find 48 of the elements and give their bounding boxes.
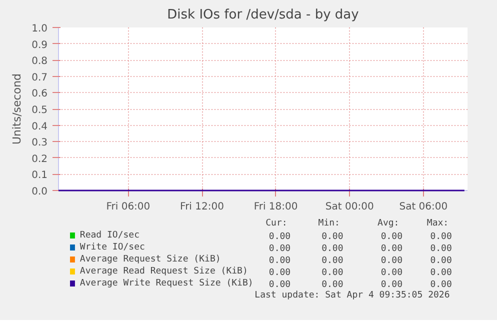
y-tick-label: 0.3 [32,138,48,149]
legend-label: Write IO/sec [80,242,145,252]
text: 0.00 [268,280,291,290]
y-tick-label: 0.7 [32,72,48,84]
y-tick-label: 0.8 [32,56,48,68]
text: Min: [318,218,340,228]
y-axis-title: Units/second [10,73,24,145]
x-tick-label: Fri 06:00 [106,202,150,212]
text: 0.00 [430,244,452,254]
legend-label: Average Write Request Size (KiB) [80,278,254,288]
text: 0.00 [322,232,344,242]
y-tick-label: 0.4 [32,121,48,132]
legend-label: Average Read Request Size (KiB) [80,266,248,276]
chart-title: Disk IOs for /dev/sda - by day [167,8,360,22]
y-tick-label: 0.0 [32,186,48,198]
y-tick-label: 1.0 [32,24,48,34]
text: 0.00 [322,280,344,290]
text: 0.00 [268,232,291,242]
legend-label: Average Request Size (KiB) [80,254,221,264]
text: Avg: [378,218,400,228]
text: 0.00 [380,268,402,278]
text: 0.00 [380,232,402,242]
text: 0.00 [380,256,402,266]
text: 0.00 [380,280,402,290]
y-tick-label: 0.1 [32,170,48,182]
text: 0.00 [430,232,452,242]
text: 0.00 [322,268,344,278]
text: 0.00 [430,256,452,266]
x-tick-label: Sat 06:00 [399,202,448,212]
legend-label: Read IO/sec [80,230,140,240]
text: Max: [426,218,449,228]
text: 0.00 [430,268,452,278]
text: 0.00 [322,244,344,254]
y-tick-label: 0.2 [32,154,48,165]
text: 0.00 [380,244,402,254]
text: Last update: Sat Apr 4 09:35:05 2026 [254,290,450,300]
y-tick-label: 0.5 [32,105,48,116]
text: 0.00 [268,244,291,254]
text: 0.00 [268,268,291,278]
text: 0.00 [322,256,344,266]
y-tick-label: 0.9 [32,40,48,51]
text: Cur: [266,218,288,228]
y-tick-label: 0.6 [32,88,48,100]
text: 0.00 [430,280,452,290]
x-tick-label: Sat 00:00 [325,202,374,212]
text: 0.00 [268,256,291,266]
x-tick-label: Fri 12:00 [180,202,224,212]
x-tick-label: Fri 18:00 [254,202,298,212]
